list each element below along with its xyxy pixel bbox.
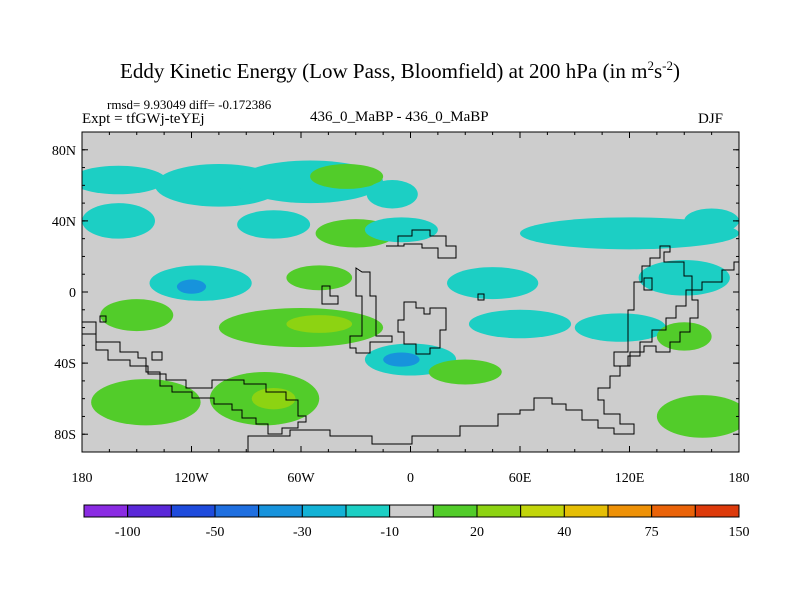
colorbar-box-9	[476, 504, 522, 518]
coastline-antarctica	[247, 261, 739, 452]
x-tick-label-3: 0	[407, 471, 414, 486]
coastline-east-island	[643, 277, 653, 291]
chart-title-end: )	[672, 59, 680, 83]
colorbar-box-3	[214, 504, 260, 518]
region-0	[82, 165, 166, 195]
colorbar-label-1: -50	[206, 525, 225, 540]
y-tick-label-4: 80S	[54, 428, 76, 443]
colorbar-box-11	[563, 504, 609, 518]
region-5	[82, 203, 155, 239]
region-25	[91, 379, 201, 426]
colorbar: -100 -50 -30 -10 20 40 75 150	[83, 504, 750, 540]
region-19	[286, 315, 353, 333]
coastline-africa	[349, 267, 393, 354]
region-12	[176, 279, 207, 294]
coastline-atlantic-island	[321, 285, 339, 305]
region-13	[286, 265, 353, 291]
colorbar-label-6: 75	[645, 525, 659, 540]
region-15	[638, 260, 730, 296]
region-14	[447, 267, 539, 300]
region-9	[520, 217, 739, 250]
x-tick-label-6: 180	[729, 471, 750, 486]
region-28	[656, 395, 739, 438]
colorbar-box-2	[170, 504, 216, 518]
region-4	[366, 180, 418, 209]
region-21	[383, 352, 420, 367]
coastline-southamerica-west	[82, 321, 307, 435]
region-24	[656, 322, 712, 351]
y-tick-label-3: 40S	[54, 357, 76, 372]
y-tick-label-0: 80N	[52, 144, 76, 159]
y-tick-label-2: 0	[69, 286, 76, 301]
colorbar-box-6	[345, 504, 391, 518]
x-tick-label-1: 120W	[174, 471, 209, 486]
colorbar-box-10	[520, 504, 565, 518]
colorbar-label-0: -100	[115, 525, 141, 540]
x-tick-label-4: 60E	[509, 471, 532, 486]
y-tick-label-1: 40N	[52, 215, 76, 230]
colorbar-label-4: 20	[470, 525, 484, 540]
colorbar-label-7: 150	[729, 525, 750, 540]
colorbar-label-3: -10	[380, 525, 399, 540]
region-16	[468, 309, 572, 339]
region-17	[100, 299, 174, 332]
region-3	[310, 164, 384, 189]
coastline-small-island-coast	[99, 315, 107, 323]
colorbar-box-0	[83, 504, 129, 518]
chart-title-main: Eddy Kinetic Energy (Low Pass, Bloomfiel…	[120, 59, 648, 83]
colorbar-box-14	[694, 504, 740, 518]
x-tick-label-5: 120E	[615, 471, 645, 486]
coastline-central-island	[477, 293, 485, 301]
colorbar-label-2: -30	[293, 525, 312, 540]
colorbar-box-8	[432, 504, 478, 518]
x-tick-label-2: 60W	[287, 471, 315, 486]
chart-title-mid: s	[653, 59, 663, 83]
chart-title-sup1: 2	[647, 58, 654, 73]
coastline-arabia-loop	[397, 301, 447, 355]
colorbar-box-12	[607, 504, 653, 518]
region-23	[574, 313, 666, 342]
coastlines	[82, 229, 739, 452]
colorbar-box-13	[651, 504, 696, 518]
center-label: 436_0_MaBP - 436_0_MaBP	[310, 109, 489, 125]
colorbar-box-5	[301, 504, 347, 518]
chart-title: Eddy Kinetic Energy (Low Pass, Bloomfiel…	[0, 58, 800, 84]
region-22	[428, 359, 502, 385]
region-8	[364, 217, 438, 243]
colorbar-label-5: 40	[557, 525, 571, 540]
energy-regions	[82, 160, 739, 438]
coastline-small-island-west	[151, 351, 163, 361]
coastline-east-landmass	[613, 245, 699, 367]
expt-label: Expt = tfGWj-teYEj	[82, 111, 205, 127]
colorbar-box-4	[258, 504, 303, 518]
stats-label: rmsd= 9.93049 diff= -0.172386	[107, 97, 272, 112]
season-label: DJF	[698, 111, 724, 127]
region-7	[237, 210, 311, 239]
chart-title-sup2: -2	[662, 58, 673, 73]
region-10	[684, 208, 739, 234]
colorbar-box-7	[389, 504, 434, 518]
colorbar-box-1	[127, 504, 172, 518]
map-axes: 180 120W 60W 0 60E 120E 180 80N 40N 0 40S 80S	[52, 131, 750, 486]
coastline-north-africa-coast	[386, 229, 457, 259]
x-tick-label-0: 180	[72, 471, 93, 486]
region-27	[251, 388, 296, 410]
